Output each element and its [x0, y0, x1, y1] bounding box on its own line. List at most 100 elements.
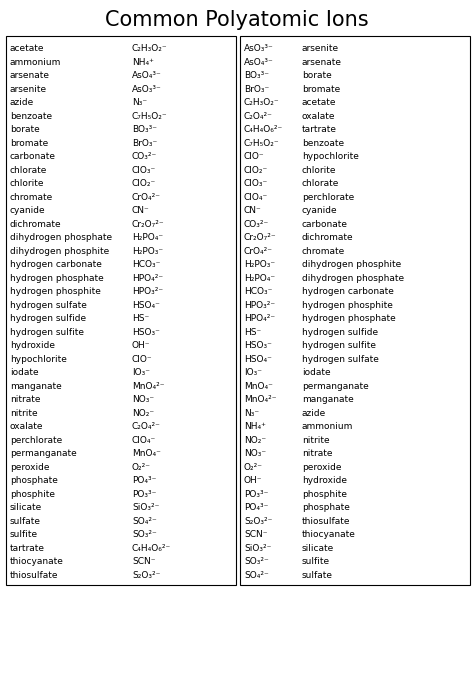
Text: manganate: manganate [302, 395, 354, 404]
Text: hydrogen sulfate: hydrogen sulfate [10, 301, 87, 310]
Text: HPO₃²⁻: HPO₃²⁻ [244, 301, 275, 310]
Text: HCO₃⁻: HCO₃⁻ [244, 287, 273, 296]
Text: C₄H₄O₆²⁻: C₄H₄O₆²⁻ [244, 125, 283, 134]
Text: borate: borate [302, 71, 332, 80]
Text: ClO₂⁻: ClO₂⁻ [244, 166, 268, 174]
Text: AsO₃³⁻: AsO₃³⁻ [244, 44, 274, 53]
Text: bromate: bromate [10, 139, 48, 148]
Text: ClO₃⁻: ClO₃⁻ [244, 179, 268, 188]
Text: HCO₃⁻: HCO₃⁻ [132, 260, 160, 269]
Text: chlorite: chlorite [302, 166, 337, 174]
Text: HSO₃⁻: HSO₃⁻ [244, 341, 272, 350]
Text: H₂PO₃⁻: H₂PO₃⁻ [244, 260, 275, 269]
Text: PO₃³⁻: PO₃³⁻ [244, 490, 268, 499]
Text: arsenate: arsenate [10, 71, 50, 80]
Text: BrO₃⁻: BrO₃⁻ [132, 139, 157, 148]
Text: IO₃⁻: IO₃⁻ [244, 368, 262, 378]
Text: cyanide: cyanide [10, 207, 46, 215]
Text: phosphite: phosphite [10, 490, 55, 499]
Bar [240, 36, 470, 585]
Text: ClO⁻: ClO⁻ [132, 355, 153, 364]
Text: dihydrogen phosphite: dihydrogen phosphite [10, 247, 109, 256]
Text: ammonium: ammonium [10, 57, 61, 67]
Text: HSO₄⁻: HSO₄⁻ [132, 301, 160, 310]
Text: hydrogen sulfide: hydrogen sulfide [302, 328, 378, 337]
Text: ClO₂⁻: ClO₂⁻ [132, 179, 156, 188]
Text: hydrogen sulfate: hydrogen sulfate [302, 355, 379, 364]
Text: C₄H₄O₆²⁻: C₄H₄O₆²⁻ [132, 544, 171, 553]
Text: H₂PO₄⁻: H₂PO₄⁻ [132, 233, 163, 242]
Text: peroxide: peroxide [302, 463, 341, 472]
Text: phosphate: phosphate [302, 503, 350, 512]
Text: permanganate: permanganate [302, 382, 369, 391]
Text: tartrate: tartrate [302, 125, 337, 134]
Text: sulfite: sulfite [302, 557, 330, 566]
Text: hydroxide: hydroxide [302, 476, 347, 485]
Text: hydrogen carbonate: hydrogen carbonate [302, 287, 394, 296]
Text: CN⁻: CN⁻ [244, 207, 262, 215]
Text: phosphite: phosphite [302, 490, 347, 499]
Text: carbonate: carbonate [302, 220, 348, 228]
Text: nitrite: nitrite [302, 436, 329, 445]
Text: IO₃⁻: IO₃⁻ [132, 368, 150, 378]
Text: ammonium: ammonium [302, 422, 354, 431]
Text: chlorate: chlorate [302, 179, 339, 188]
Text: SiO₃²⁻: SiO₃²⁻ [244, 544, 272, 553]
Text: C₇H₅O₂⁻: C₇H₅O₂⁻ [132, 111, 168, 121]
Text: sulfite: sulfite [10, 530, 38, 539]
Text: H₂PO₃⁻: H₂PO₃⁻ [132, 247, 163, 256]
Text: arsenate: arsenate [302, 57, 342, 67]
Text: HPO₄²⁻: HPO₄²⁻ [132, 274, 163, 282]
Text: C₇H₅O₂⁻: C₇H₅O₂⁻ [244, 139, 280, 148]
Text: oxalate: oxalate [10, 422, 44, 431]
Text: nitrite: nitrite [10, 409, 37, 418]
Text: BO₃³⁻: BO₃³⁻ [132, 125, 157, 134]
Text: hydrogen phosphate: hydrogen phosphate [10, 274, 104, 282]
Text: N₃⁻: N₃⁻ [244, 409, 259, 418]
Text: CrO₄²⁻: CrO₄²⁻ [244, 247, 273, 256]
Text: dichromate: dichromate [302, 233, 354, 242]
Text: manganate: manganate [10, 382, 62, 391]
Text: nitrate: nitrate [10, 395, 40, 404]
Text: BrO₃⁻: BrO₃⁻ [244, 85, 269, 94]
Text: perchlorate: perchlorate [302, 193, 354, 202]
Text: NO₂⁻: NO₂⁻ [244, 436, 266, 445]
Text: O₂²⁻: O₂²⁻ [132, 463, 151, 472]
Text: hydrogen sulfide: hydrogen sulfide [10, 314, 86, 324]
Text: CN⁻: CN⁻ [132, 207, 150, 215]
Text: carbonate: carbonate [10, 153, 56, 161]
Text: oxalate: oxalate [302, 111, 336, 121]
Text: benzoate: benzoate [10, 111, 52, 121]
Text: tartrate: tartrate [10, 544, 45, 553]
Text: MnO₄⁻: MnO₄⁻ [244, 382, 273, 391]
Text: SO₃²⁻: SO₃²⁻ [132, 530, 157, 539]
Text: OH⁻: OH⁻ [244, 476, 263, 485]
Text: MnO₄²⁻: MnO₄²⁻ [244, 395, 276, 404]
Text: HPO₃²⁻: HPO₃²⁻ [132, 287, 163, 296]
Text: sulfate: sulfate [10, 516, 41, 526]
Text: chromate: chromate [10, 193, 53, 202]
Text: chlorite: chlorite [10, 179, 45, 188]
Text: hydrogen phosphite: hydrogen phosphite [302, 301, 393, 310]
Text: CO₃²⁻: CO₃²⁻ [244, 220, 269, 228]
Text: azide: azide [302, 409, 326, 418]
Text: dihydrogen phosphate: dihydrogen phosphate [10, 233, 112, 242]
Text: arsenite: arsenite [302, 44, 339, 53]
Text: CO₃²⁻: CO₃²⁻ [132, 153, 157, 161]
Text: NO₂⁻: NO₂⁻ [132, 409, 154, 418]
Text: HSO₄⁻: HSO₄⁻ [244, 355, 272, 364]
Text: peroxide: peroxide [10, 463, 49, 472]
Text: hydrogen sulfite: hydrogen sulfite [302, 341, 376, 350]
Text: hydrogen carbonate: hydrogen carbonate [10, 260, 102, 269]
Text: SCN⁻: SCN⁻ [244, 530, 267, 539]
Text: arsenite: arsenite [10, 85, 47, 94]
Text: PO₄³⁻: PO₄³⁻ [244, 503, 268, 512]
Text: HSO₃⁻: HSO₃⁻ [132, 328, 160, 337]
Text: OH⁻: OH⁻ [132, 341, 151, 350]
Bar [6, 36, 236, 585]
Text: nitrate: nitrate [302, 449, 332, 458]
Text: chromate: chromate [302, 247, 345, 256]
Text: permanganate: permanganate [10, 449, 77, 458]
Text: benzoate: benzoate [302, 139, 344, 148]
Text: SO₃²⁻: SO₃²⁻ [244, 557, 269, 566]
